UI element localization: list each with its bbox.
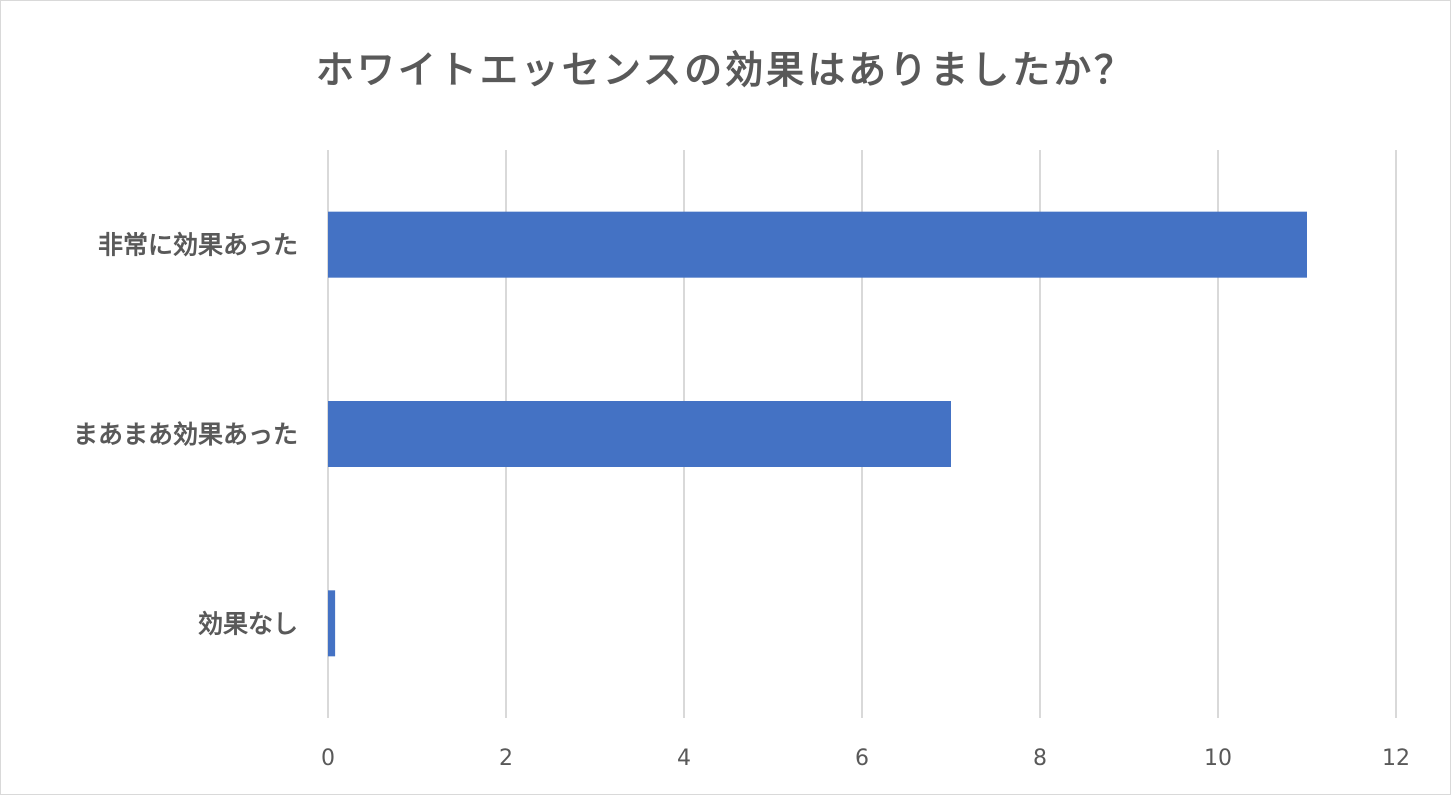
x-tick-label: 10	[1204, 746, 1232, 771]
bars	[328, 211, 1307, 657]
bar	[328, 401, 951, 467]
category-label: 非常に効果あった	[98, 231, 298, 260]
chart-title: ホワイトエッセンスの効果はありましたか？	[315, 48, 1136, 92]
x-tick-label: 12	[1382, 746, 1410, 771]
x-tick-label: 2	[499, 746, 513, 771]
x-tick-label: 4	[677, 746, 691, 771]
category-label: 効果なし	[198, 609, 298, 638]
x-axis-ticks: 0 2 4 6 8 10 12	[321, 746, 1410, 771]
category-label: まあまあ効果あった	[73, 420, 298, 449]
x-tick-label: 6	[855, 746, 869, 771]
bar	[328, 211, 1307, 278]
x-tick-label: 8	[1033, 746, 1047, 771]
x-tick-label: 0	[321, 746, 335, 771]
bar	[328, 590, 336, 657]
